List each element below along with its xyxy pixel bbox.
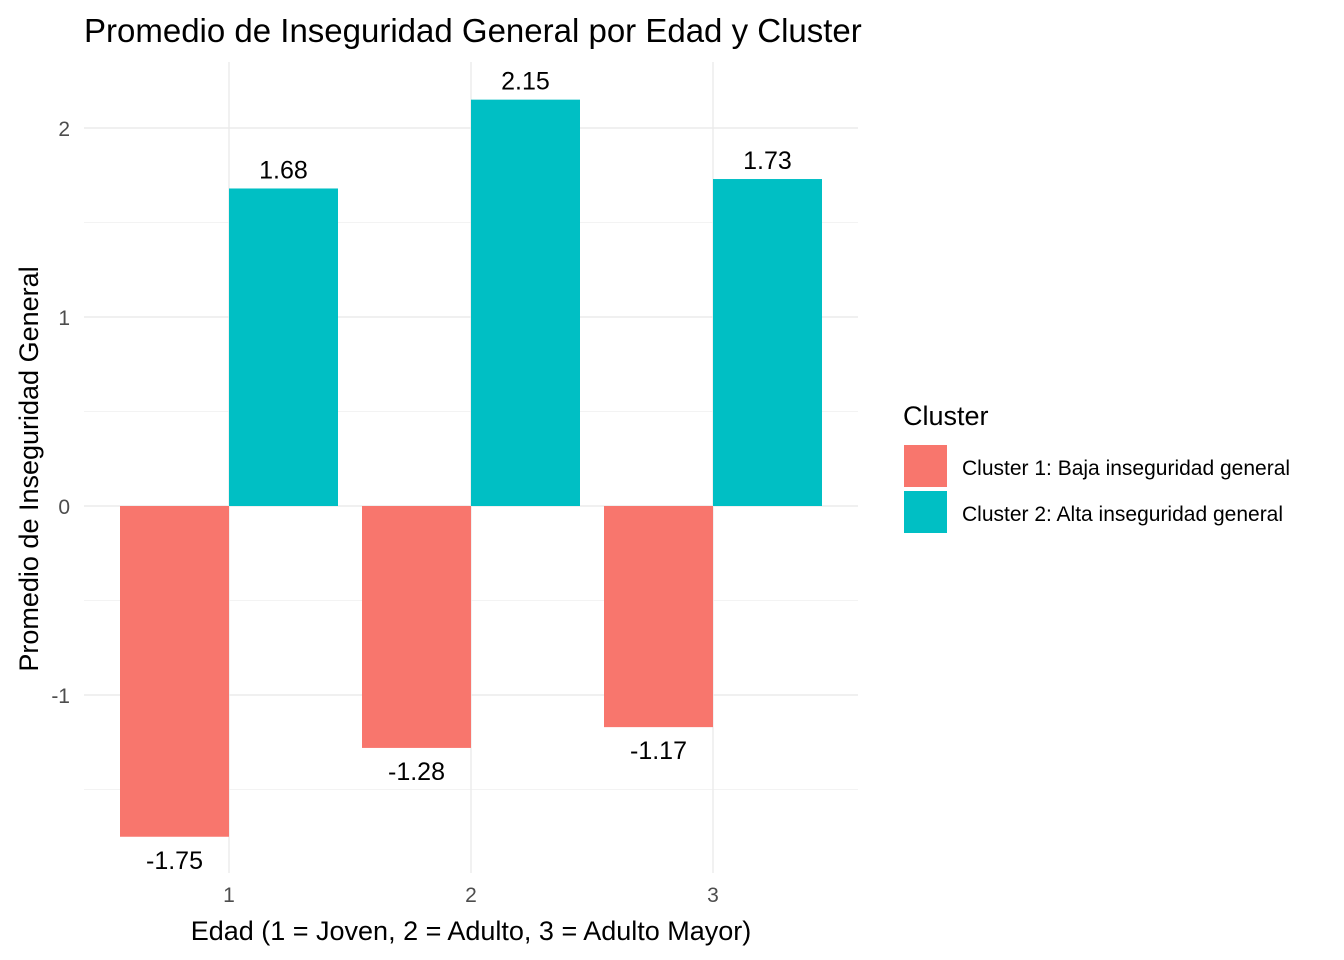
y-tick-label: 2 xyxy=(58,118,70,141)
y-tick-label: -1 xyxy=(51,685,70,708)
y-axis-ticks: -1 0 1 2 xyxy=(51,118,70,708)
bars xyxy=(120,99,822,837)
x-tick-label: 2 xyxy=(465,884,477,907)
data-label-cluster-2-edad-3: 1.73 xyxy=(743,147,792,175)
bar-cluster-1-edad-3 xyxy=(604,506,713,728)
x-tick-label: 3 xyxy=(707,884,719,907)
chart-title: Promedio de Inseguridad General por Edad… xyxy=(84,12,862,49)
bar-cluster-2-edad-2 xyxy=(471,99,580,507)
x-axis-ticks: 1 2 3 xyxy=(223,884,719,907)
y-tick-label: 0 xyxy=(58,496,70,519)
bar-cluster-2-edad-1 xyxy=(229,188,338,507)
bar-cluster-2-edad-3 xyxy=(713,179,822,506)
legend: Cluster Cluster 1: Baja inseguridad gene… xyxy=(903,401,1290,533)
legend-swatch-cluster-2 xyxy=(904,491,947,533)
data-label-cluster-1-edad-2: -1.28 xyxy=(388,758,445,786)
legend-swatch-cluster-1 xyxy=(904,445,947,487)
data-label-cluster-1-edad-3: -1.17 xyxy=(630,737,687,765)
y-axis-title: Promedio de Inseguridad General xyxy=(14,266,44,671)
data-label-cluster-1-edad-1: -1.75 xyxy=(146,847,203,875)
legend-label-cluster-1: Cluster 1: Baja inseguridad general xyxy=(962,457,1290,480)
bar-cluster-1-edad-1 xyxy=(120,506,229,837)
legend-title: Cluster xyxy=(903,401,989,431)
y-tick-label: 1 xyxy=(58,307,70,330)
data-labels: -1.75 -1.28 -1.17 1.68 2.15 1.73 xyxy=(146,68,792,875)
legend-label-cluster-2: Cluster 2: Alta inseguridad general xyxy=(962,503,1283,526)
x-tick-label: 1 xyxy=(223,884,235,907)
x-axis-title: Edad (1 = Joven, 2 = Adulto, 3 = Adulto … xyxy=(191,916,752,946)
bar-cluster-1-edad-2 xyxy=(362,506,471,748)
data-label-cluster-2-edad-2: 2.15 xyxy=(501,68,550,96)
data-label-cluster-2-edad-1: 1.68 xyxy=(259,156,308,184)
